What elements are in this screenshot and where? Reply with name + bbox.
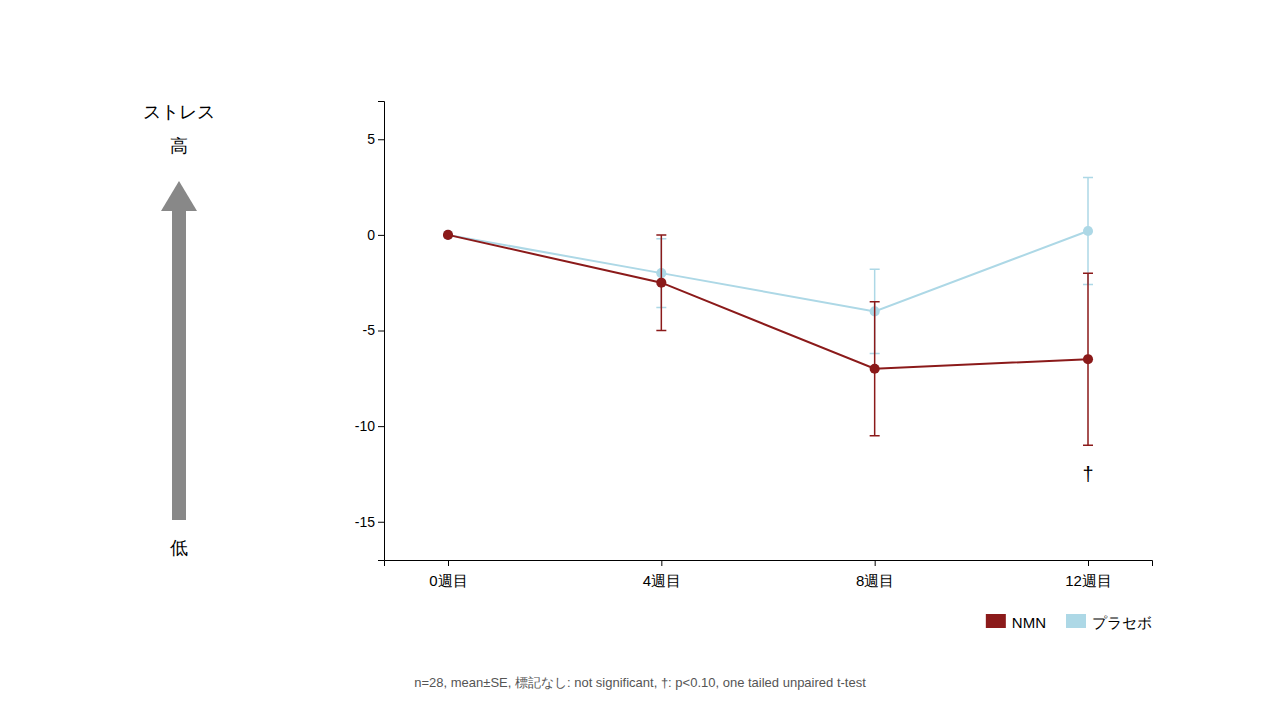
error-bar [870,302,880,436]
y-tick: -15 [355,514,384,530]
x-axis: 0週目 4週目 8週目 12週目 [385,560,1153,589]
x-axis-line [385,561,1153,567]
legend-item: プラセボ [1066,614,1152,631]
series [443,178,1093,354]
arrow-shaft [172,205,186,520]
legend-label: NMN [1012,614,1046,631]
x-tick: 0週目 [429,560,467,589]
y-tick: 0 [367,227,384,243]
y-label-high: 高 [170,136,188,156]
point [656,278,666,288]
y-tick-label: -5 [363,322,376,338]
y-tick-label: 5 [367,131,375,147]
series-line [448,235,1088,369]
series-line [448,231,1088,311]
x-tick: 4週目 [643,560,681,589]
x-tick-mark [448,560,449,566]
point [443,230,453,240]
plot-marks [443,178,1093,446]
chart-svg: 5 0 -5 -10 -15 0週目 4週目 8週目 12週目 † ストレス高低 NMN プラセボ n=2… [0,0,1280,720]
legend-swatch [986,614,1006,628]
x-tick-label: 0週目 [429,572,467,589]
point [1083,226,1093,236]
y-tick-mark [378,139,384,140]
point [870,364,880,374]
series [443,230,1093,445]
y-label-low: 低 [170,538,188,558]
footnote: n=28, mean±SE, 標記なし: not significant, †:… [414,675,866,690]
annotation: † [1082,463,1093,485]
x-tick: 12週目 [1065,560,1112,589]
legend: NMN プラセボ [986,614,1152,631]
y-axis: 5 0 -5 -10 -15 [355,102,385,561]
y-direction-arrow: ストレス高低 [143,102,215,558]
annotations: † [1082,463,1093,485]
y-tick: -10 [355,418,384,434]
x-tick-label: 4週目 [643,572,681,589]
y-tick-mark [378,426,384,427]
y-tick: 5 [367,131,384,147]
x-tick: 8週目 [856,560,894,589]
x-tick-label: 12週目 [1065,572,1112,589]
error-bar [1083,273,1093,445]
point [443,230,453,240]
y-axis-line [378,102,385,561]
legend-item: NMN [986,614,1046,631]
arrow-head [161,181,197,211]
y-tick-label: -10 [355,418,375,434]
error-bar [656,235,666,331]
y-tick-mark [378,522,384,523]
error-bar [1083,178,1093,285]
y-label: ストレス [143,102,215,122]
x-tick-mark [661,560,662,566]
legend-label: プラセボ [1092,614,1152,631]
y-tick-label: -15 [355,514,375,530]
x-tick-label: 8週目 [856,572,894,589]
x-tick-mark [875,560,876,566]
point [1083,354,1093,364]
y-tick-label: 0 [367,227,375,243]
y-tick-mark [378,331,384,332]
legend-swatch [1066,614,1086,628]
y-tick-mark [378,235,384,236]
x-tick-mark [1088,560,1089,566]
y-tick: -5 [363,322,384,338]
